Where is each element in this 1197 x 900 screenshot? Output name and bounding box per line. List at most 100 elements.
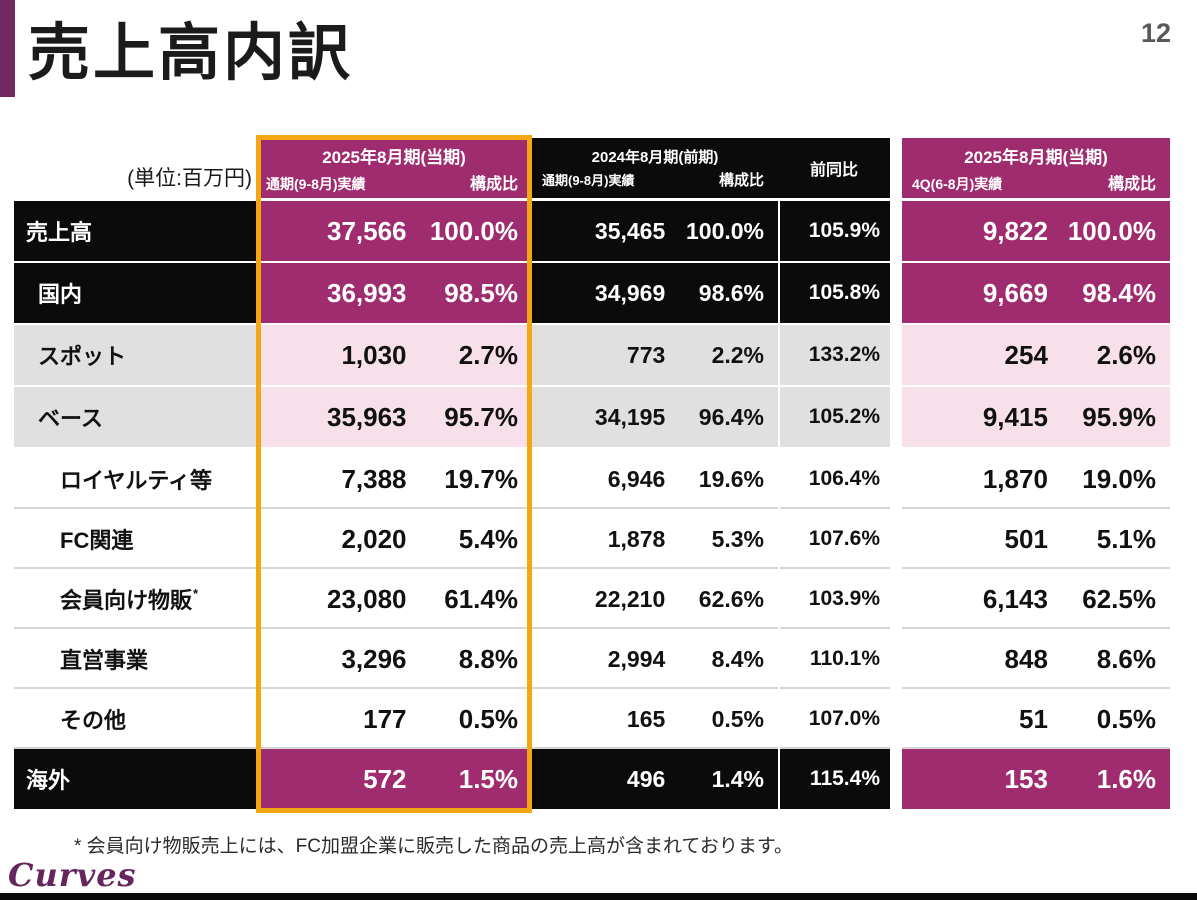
- prior-full-year-cell-pct: 0.5%: [711, 705, 764, 732]
- current-q4-cell-pct: 98.4%: [1082, 277, 1156, 308]
- header-subcol-actual: 通期(9-8月)実績: [542, 173, 635, 188]
- current-full-year-cell-value: 23,080: [326, 583, 407, 614]
- current-q4-cell: 9,669 98.4%: [902, 263, 1170, 323]
- column-spacer: [890, 201, 902, 261]
- prior-full-year-cell-value: 165: [626, 705, 666, 732]
- current-full-year-cell: 35,963 95.7%: [256, 387, 532, 447]
- current-full-year-cell: 7,388 19.7%: [256, 449, 532, 509]
- table-rows: 売上高 37,566 100.0% 35,465 100.0% 105.9% 9,822 10…: [14, 201, 1170, 809]
- current-q4-cell-pct: 62.5%: [1082, 583, 1156, 614]
- current-full-year-cell-pct: 0.5%: [458, 703, 518, 734]
- column-spacer: [890, 689, 902, 749]
- yoy-cell: 110.1%: [778, 629, 890, 689]
- row-label: 会員向け物販 *: [14, 569, 256, 629]
- yoy-cell: 115.4%: [778, 749, 890, 809]
- prior-full-year-cell: 22,210 62.6%: [532, 569, 778, 629]
- prior-full-year-cell-pct: 98.6%: [698, 279, 764, 306]
- prior-full-year-cell: 496 1.4%: [532, 749, 778, 809]
- row-label: ベース: [14, 387, 256, 447]
- header-group-title: 2025年8月期(当期): [964, 147, 1108, 167]
- prior-full-year-cell-pct: 1.4%: [711, 765, 764, 792]
- prior-full-year-cell-value: 773: [626, 341, 666, 368]
- prior-full-year-cell-pct: 5.3%: [711, 525, 764, 552]
- table-row: 会員向け物販 * 23,080 61.4% 22,210 62.6% 103.9% 6,143…: [14, 569, 1170, 629]
- prior-full-year-cell: 6,946 19.6%: [532, 449, 778, 509]
- table-row: 国内 36,993 98.5% 34,969 98.6% 105.8% 9,669 98.4%: [14, 263, 1170, 323]
- prior-full-year-cell-value: 34,195: [594, 403, 666, 430]
- prior-full-year-cell: 2,994 8.4%: [532, 629, 778, 689]
- current-q4-cell: 153 1.6%: [902, 749, 1170, 809]
- unit-label: (単位:百万円): [127, 167, 252, 190]
- prior-full-year-cell-value: 35,465: [594, 217, 666, 244]
- current-q4-cell: 501 5.1%: [902, 509, 1170, 569]
- column-spacer: [890, 509, 902, 569]
- current-full-year-cell-value: 3,296: [341, 643, 407, 674]
- current-full-year-cell-pct: 5.4%: [458, 523, 518, 554]
- column-spacer: [890, 263, 902, 323]
- current-full-year-cell-value: 2,020: [341, 523, 407, 554]
- prior-full-year-cell-value: 34,969: [594, 279, 666, 306]
- current-full-year-cell-pct: 95.7%: [444, 401, 518, 432]
- row-label: スポット: [14, 325, 256, 385]
- prior-full-year-cell-value: 496: [626, 765, 666, 792]
- yoy-cell: 105.2%: [778, 387, 890, 447]
- current-full-year-cell-value: 37,566: [326, 215, 407, 246]
- current-full-year-cell-value: 1,030: [341, 339, 407, 370]
- sales-breakdown-table: (単位:百万円) 2025年8月期(当期) 通期(9-8月)実績 構成比 202…: [14, 135, 1170, 813]
- prior-full-year-cell: 35,465 100.0%: [532, 201, 778, 261]
- prior-full-year-cell: 165 0.5%: [532, 689, 778, 749]
- table-row: 海外 572 1.5% 496 1.4% 115.4% 153 1.6%: [14, 749, 1170, 809]
- header-yoy: 前同比: [778, 138, 890, 198]
- prior-full-year-cell-pct: 96.4%: [698, 403, 764, 430]
- header-group-title: 2024年8月期(前期): [591, 149, 719, 166]
- header-prior-full-year: 2024年8月期(前期) 通期(9-8月)実績 構成比: [532, 138, 778, 198]
- current-q4-cell-value: 501: [1004, 523, 1048, 554]
- current-q4-cell-value: 9,415: [982, 401, 1048, 432]
- current-q4-cell-pct: 95.9%: [1082, 401, 1156, 432]
- current-q4-cell-pct: 19.0%: [1082, 463, 1156, 494]
- row-label: 直営事業: [14, 629, 256, 689]
- current-q4-cell-value: 153: [1004, 763, 1048, 794]
- row-label: 売上高: [14, 201, 256, 261]
- current-q4-cell-value: 9,669: [982, 277, 1048, 308]
- table-row: スポット 1,030 2.7% 773 2.2% 133.2% 254 2.6%: [14, 325, 1170, 385]
- current-full-year-cell-value: 36,993: [326, 277, 407, 308]
- prior-full-year-cell-pct: 8.4%: [711, 645, 764, 672]
- prior-full-year-cell-pct: 19.6%: [698, 465, 764, 492]
- current-full-year-cell: 23,080 61.4%: [256, 569, 532, 629]
- yoy-cell: 103.9%: [778, 569, 890, 629]
- column-spacer: [890, 387, 902, 447]
- column-spacer: [890, 749, 902, 809]
- current-full-year-cell-pct: 19.7%: [444, 463, 518, 494]
- current-full-year-cell: 177 0.5%: [256, 689, 532, 749]
- table-row: FC関連 2,020 5.4% 1,878 5.3% 107.6% 501 5.1%: [14, 509, 1170, 569]
- current-full-year-cell: 3,296 8.8%: [256, 629, 532, 689]
- header-current-full-year: 2025年8月期(当期) 通期(9-8月)実績 構成比: [256, 138, 532, 198]
- prior-full-year-cell-value: 1,878: [607, 525, 666, 552]
- current-full-year-cell-pct: 8.8%: [458, 643, 518, 674]
- current-q4-cell-value: 9,822: [982, 215, 1048, 246]
- current-q4-cell: 254 2.6%: [902, 325, 1170, 385]
- current-q4-cell-pct: 2.6%: [1096, 339, 1156, 370]
- page-number: 12: [1140, 18, 1171, 48]
- current-full-year-cell: 1,030 2.7%: [256, 325, 532, 385]
- header-subcol-actual: 通期(9-8月)実績: [266, 175, 366, 192]
- table-row: ベース 35,963 95.7% 34,195 96.4% 105.2% 9,415 95.9…: [14, 387, 1170, 447]
- row-label: 国内: [14, 263, 256, 323]
- row-label: その他: [14, 689, 256, 749]
- row-label: 海外: [14, 749, 256, 809]
- current-full-year-cell-pct: 61.4%: [444, 583, 518, 614]
- column-spacer: [890, 449, 902, 509]
- current-full-year-cell: 36,993 98.5%: [256, 263, 532, 323]
- header-current-q4: 2025年8月期(当期) 4Q(6-8月)実績 構成比: [902, 138, 1170, 198]
- table-row: 売上高 37,566 100.0% 35,465 100.0% 105.9% 9,822 10…: [14, 201, 1170, 261]
- yoy-cell: 133.2%: [778, 325, 890, 385]
- current-q4-cell: 6,143 62.5%: [902, 569, 1170, 629]
- current-q4-cell-pct: 8.6%: [1096, 643, 1156, 674]
- current-full-year-cell-value: 7,388: [341, 463, 407, 494]
- curves-logo: Curves: [8, 856, 137, 894]
- prior-full-year-cell-pct: 100.0%: [685, 217, 764, 244]
- page-title: 売上高内訳: [28, 19, 354, 88]
- current-q4-cell-pct: 5.1%: [1096, 523, 1156, 554]
- current-q4-cell-value: 254: [1004, 339, 1048, 370]
